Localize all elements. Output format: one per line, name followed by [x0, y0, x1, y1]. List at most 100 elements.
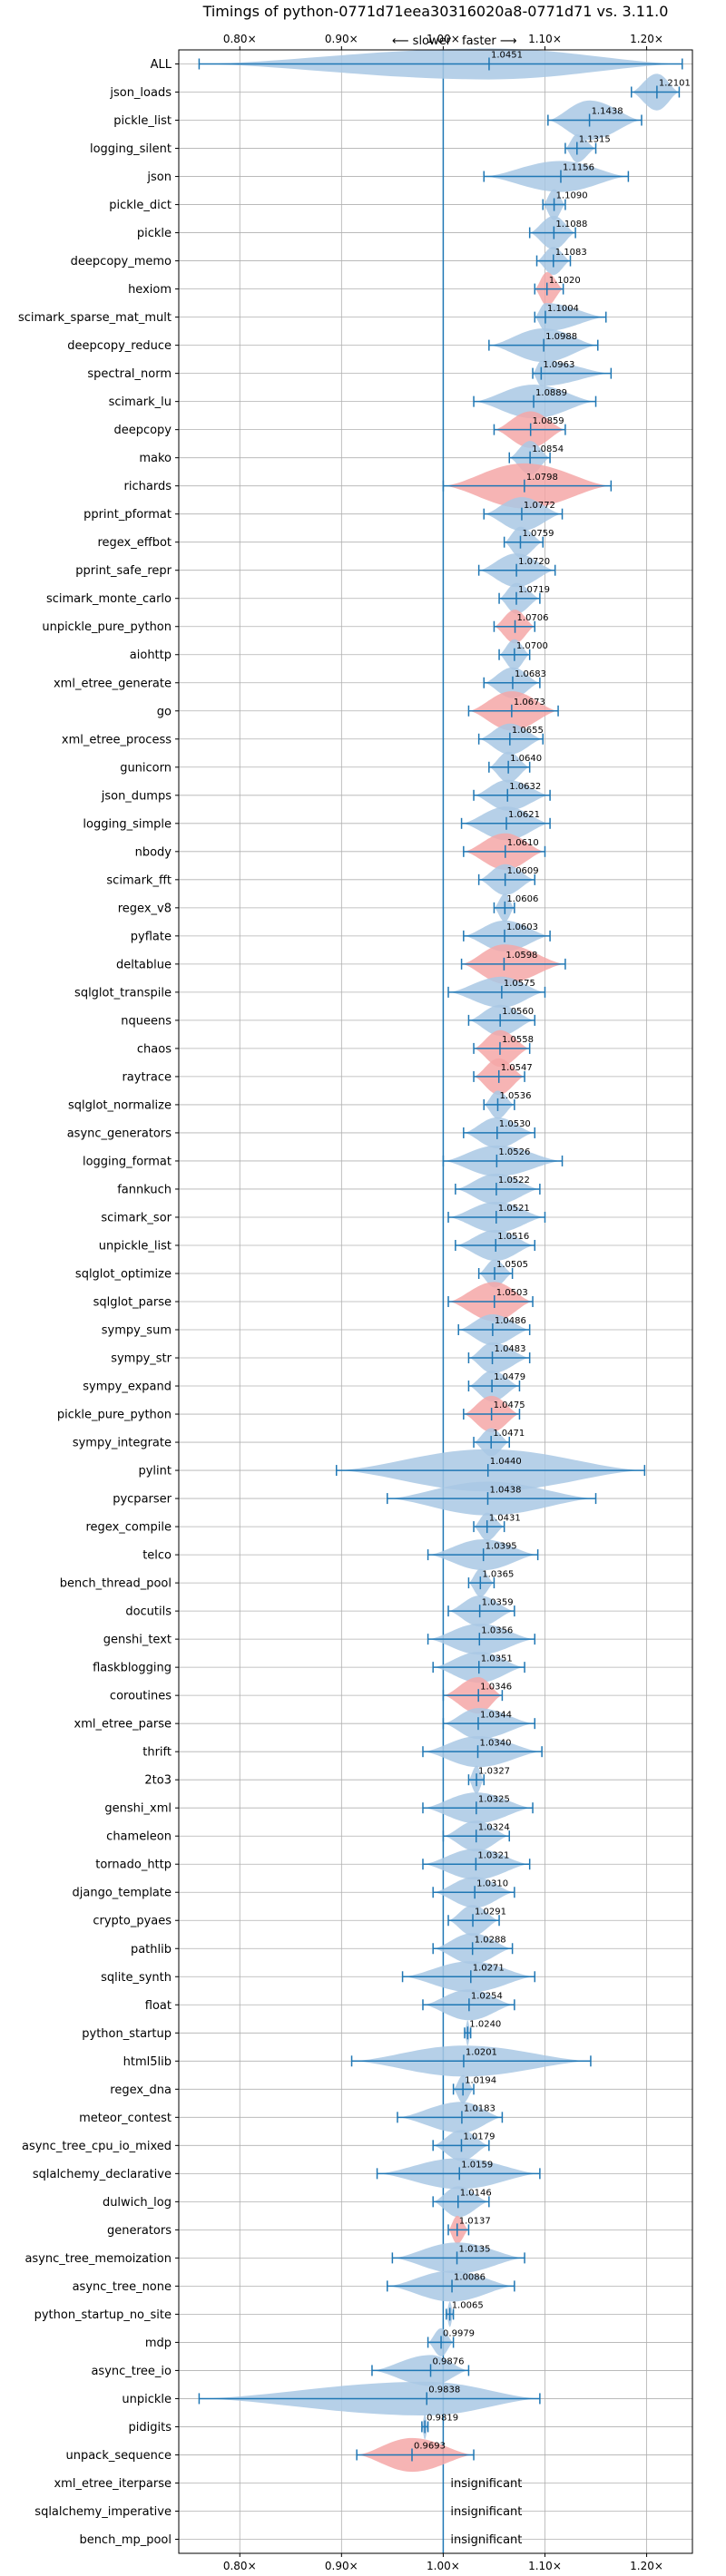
benchmark-label: django_template: [73, 1887, 172, 1900]
benchmark-label: aiohttp: [130, 649, 172, 662]
value-label: 1.0521: [498, 1204, 530, 1214]
value-label: 1.0271: [473, 1963, 505, 1973]
benchmark-label: ALL: [151, 58, 172, 72]
value-label: 1.0719: [518, 585, 550, 595]
x-tick-label-bottom: 1.00×: [427, 2560, 460, 2572]
benchmark-label: json_loads: [109, 86, 172, 100]
value-label: 1.0346: [480, 1682, 512, 1692]
benchmark-label: sqlglot_transpile: [74, 986, 172, 1000]
value-label: 1.1088: [555, 220, 587, 229]
value-label: 1.0988: [545, 332, 577, 342]
benchmark-label: unpickle_pure_python: [42, 620, 172, 634]
value-label: 1.0610: [507, 838, 539, 848]
benchmark-label: mdp: [145, 2337, 172, 2350]
benchmark-label: thrift: [142, 1746, 172, 1760]
value-label: 1.0640: [510, 754, 542, 764]
benchmark-label: async_tree_memoization: [25, 2252, 172, 2266]
value-label: 1.0536: [499, 1091, 531, 1101]
benchmark-label: python_startup_no_site: [34, 2308, 172, 2322]
benchmark-label: flaskblogging: [93, 1662, 172, 1675]
benchmark-label: pprint_safe_repr: [75, 564, 172, 578]
benchmark-label: generators: [107, 2224, 172, 2238]
benchmark-label: telco: [142, 1549, 172, 1563]
benchmark-label: json: [146, 171, 172, 184]
x-tick-label-top: 1.20×: [630, 33, 663, 45]
value-label: 1.0560: [502, 1007, 534, 1017]
value-label: 1.0516: [497, 1232, 529, 1242]
value-label: 1.0471: [493, 1429, 525, 1439]
value-label: 1.0706: [517, 613, 549, 623]
grid-layer: 0.80× 0.80× 0.90× 0.90× 1.00× 1.00× 1.10× 1.10×…: [175, 33, 692, 2572]
value-label: 1.0655: [512, 726, 544, 736]
benchmark-label: bench_mp_pool: [79, 2533, 172, 2547]
x-tick-label-top: 0.80×: [223, 33, 257, 45]
value-label: 1.0603: [506, 922, 538, 932]
benchmark-label: pickle_dict: [109, 199, 172, 212]
value-label: 1.0772: [524, 501, 555, 511]
value-label: 1.0598: [505, 951, 537, 961]
benchmark-label: async_tree_io: [91, 2365, 172, 2378]
value-label: 0.9876: [433, 2357, 465, 2367]
value-label: 1.0438: [489, 1485, 521, 1495]
value-label: 1.0486: [495, 1316, 526, 1326]
value-label: 1.0431: [489, 1513, 521, 1523]
benchmark-label: bench_thread_pool: [60, 1577, 172, 1591]
x-tick-label-bottom: 0.90×: [325, 2560, 358, 2572]
benchmark-label: sqlglot_optimize: [75, 1267, 172, 1281]
benchmark-label: scimark_sor: [101, 1211, 172, 1225]
benchmark-label: deepcopy_memo: [71, 255, 172, 268]
value-label: 1.0159: [461, 2161, 493, 2171]
benchmark-label: fannkuch: [117, 1183, 172, 1196]
value-label: 1.0179: [463, 2132, 495, 2142]
value-label: 1.0621: [508, 810, 540, 820]
value-label: 1.0575: [504, 979, 535, 989]
benchmark-label: pickle_list: [113, 114, 172, 128]
benchmark-label: sqlalchemy_declarative: [33, 2168, 172, 2181]
value-label: 1.0291: [475, 1907, 506, 1917]
direction-faster-label: faster ⟶: [462, 34, 517, 48]
benchmark-label: async_tree_none: [73, 2280, 172, 2294]
benchmark-label: json_dumps: [101, 789, 172, 803]
insignificant-label: insignificant: [450, 2505, 522, 2519]
value-label: 1.0344: [480, 1710, 512, 1720]
benchmark-label: 2to3: [144, 1774, 172, 1788]
benchmark-label: float: [145, 1999, 172, 2013]
benchmark-label: coroutines: [110, 1690, 172, 1703]
value-label: 1.0288: [475, 1935, 506, 1945]
value-label: 1.0475: [494, 1400, 525, 1410]
value-label: 1.0632: [509, 782, 541, 792]
value-label: 1.0530: [499, 1119, 531, 1129]
benchmark-label: regex_v8: [118, 902, 172, 915]
benchmark-label: meteor_contest: [79, 2112, 172, 2125]
chart-title: Timings of python-0771d71eea30316020a8-0…: [202, 3, 669, 20]
benchmark-label: spectral_norm: [87, 367, 172, 381]
insignificant-label: insignificant: [450, 2477, 522, 2491]
benchmark-label: deepcopy: [113, 424, 172, 437]
benchmark-label: xml_etree_generate: [54, 677, 172, 690]
value-label: 1.0609: [507, 866, 539, 876]
benchmark-label: dulwich_log: [103, 2196, 172, 2210]
benchmark-label: docutils: [125, 1605, 172, 1619]
x-tick-label-bottom: 0.80×: [223, 2560, 257, 2572]
benchmark-label: sqlglot_parse: [93, 1296, 172, 1310]
benchmark-label: python_startup: [82, 2027, 172, 2041]
value-label: 1.0356: [481, 1625, 513, 1635]
x-tick-label-bottom: 1.10×: [528, 2560, 562, 2572]
value-label: 0.9693: [414, 2442, 446, 2452]
x-tick-label-bottom: 1.20×: [630, 2560, 663, 2572]
value-label: 1.0673: [514, 698, 545, 707]
benchmark-label: async_tree_cpu_io_mixed: [22, 2140, 172, 2153]
benchmark-label: sympy_expand: [83, 1381, 172, 1394]
benchmark-label: deepcopy_reduce: [67, 339, 172, 353]
value-label: 1.0359: [482, 1597, 514, 1607]
benchmark-label: unpack_sequence: [65, 2449, 172, 2463]
benchmark-label: go: [157, 705, 172, 718]
benchmark-label: regex_effbot: [97, 536, 172, 550]
value-label: 1.0351: [481, 1654, 513, 1664]
benchmark-label: pylint: [138, 1465, 172, 1478]
value-label: 1.2101: [659, 79, 691, 89]
value-label: 1.0135: [459, 2245, 491, 2255]
benchmark-label: scimark_lu: [109, 395, 172, 409]
value-label: 1.0327: [478, 1766, 510, 1776]
